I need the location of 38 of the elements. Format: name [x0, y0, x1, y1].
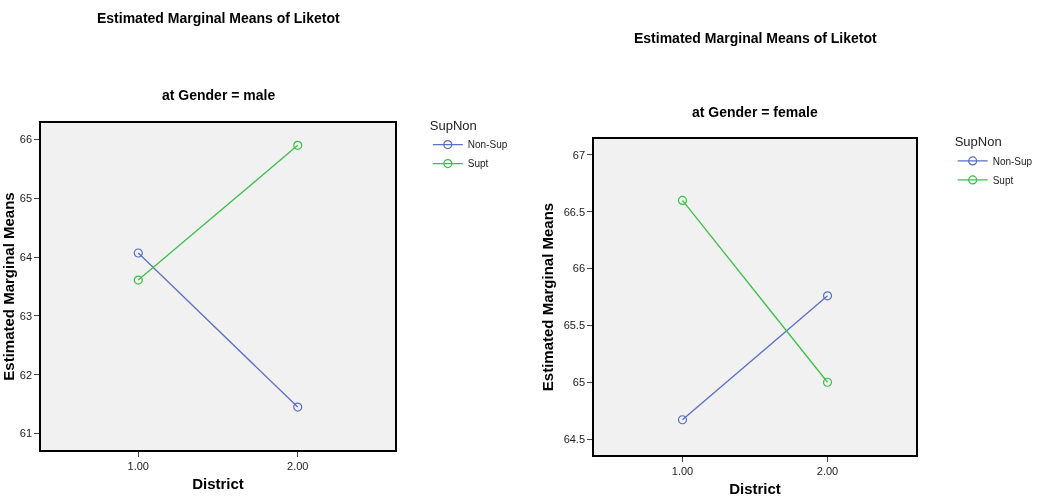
y-tick-label: 66 — [572, 262, 586, 275]
y-axis-title: Estimated Marginal Means — [539, 202, 557, 392]
point — [133, 275, 143, 285]
x-tick-label: 1.00 — [671, 464, 694, 477]
y-tick-label: 64.5 — [563, 432, 586, 445]
legend-label: Non-Sup — [467, 139, 508, 151]
legend-label: Supt — [467, 158, 489, 170]
y-tick-label: 63 — [19, 309, 33, 322]
point — [677, 195, 688, 205]
y-tick-label: 66 — [19, 133, 33, 146]
x-axis-title: District — [729, 480, 781, 498]
legend-label: Supt — [992, 174, 1014, 186]
point — [822, 291, 833, 301]
x-axis-title: District — [192, 475, 244, 493]
x-tick-label: 2.00 — [287, 459, 309, 472]
y-tick-label: 64 — [19, 250, 33, 263]
point — [822, 377, 833, 387]
x-tick-label: 1.00 — [127, 459, 149, 472]
y-tick-label: 65 — [572, 376, 586, 389]
chart-subtitle: at Gender = male — [162, 87, 276, 103]
x-tick-label: 2.00 — [816, 464, 839, 477]
chart-title: Estimated Marginal Means of Liketot — [97, 10, 341, 26]
point — [677, 415, 688, 425]
point — [293, 402, 303, 412]
y-tick-label: 65.5 — [563, 319, 586, 332]
chart-title: Estimated Marginal Means of Liketot — [634, 30, 878, 46]
legend-title: SupNon — [954, 134, 1002, 150]
point — [133, 248, 143, 258]
y-axis-title: Estimated Marginal Means — [0, 192, 17, 381]
legend-title: SupNon — [429, 118, 477, 134]
point — [293, 140, 303, 150]
chart-subtitle: at Gender = female — [692, 104, 818, 120]
y-tick-label: 65 — [19, 192, 33, 205]
y-tick-label: 66.5 — [563, 205, 586, 218]
y-tick-label: 67 — [572, 148, 586, 161]
y-tick-label: 61 — [19, 427, 33, 440]
legend-label: Non-Sup — [992, 155, 1033, 167]
y-tick-label: 62 — [19, 368, 33, 381]
